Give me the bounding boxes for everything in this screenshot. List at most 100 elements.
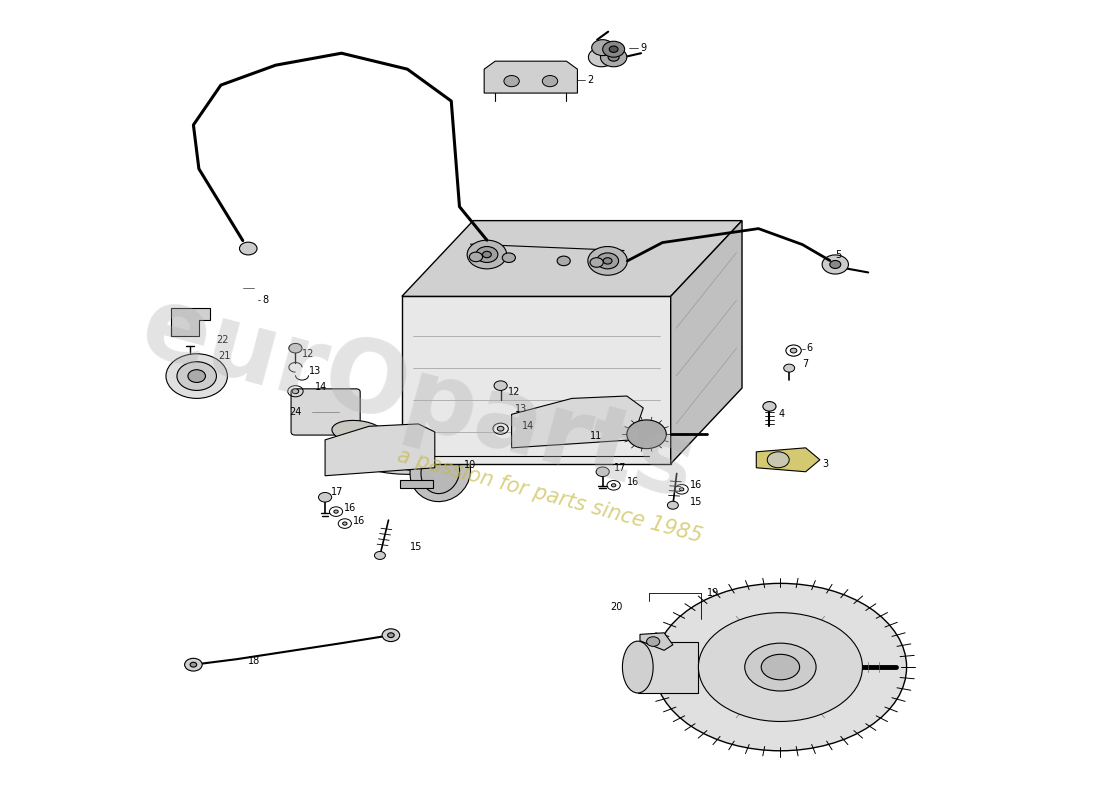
Circle shape	[768, 452, 789, 468]
Text: 12: 12	[508, 387, 520, 397]
Polygon shape	[179, 389, 214, 394]
Ellipse shape	[332, 421, 384, 443]
Text: 12: 12	[302, 349, 315, 358]
Circle shape	[468, 240, 507, 269]
Text: 9: 9	[640, 43, 646, 54]
Text: 15: 15	[691, 497, 703, 507]
Text: 3: 3	[822, 458, 828, 469]
Text: 17: 17	[331, 486, 343, 497]
Text: 14: 14	[316, 382, 328, 392]
Ellipse shape	[623, 641, 653, 693]
Circle shape	[588, 48, 615, 66]
Text: 20: 20	[610, 602, 623, 612]
Polygon shape	[484, 61, 578, 93]
Ellipse shape	[612, 410, 653, 454]
Circle shape	[627, 420, 667, 449]
Circle shape	[822, 255, 848, 274]
Circle shape	[596, 467, 609, 477]
Text: 18: 18	[249, 657, 261, 666]
Circle shape	[494, 381, 507, 390]
Text: 16: 16	[691, 480, 703, 490]
Circle shape	[470, 252, 483, 262]
Circle shape	[387, 633, 394, 638]
Ellipse shape	[761, 654, 800, 680]
Polygon shape	[402, 221, 742, 296]
Text: a passion for parts since 1985: a passion for parts since 1985	[395, 446, 705, 546]
Polygon shape	[172, 308, 210, 336]
Text: 24: 24	[289, 407, 301, 417]
Text: 13: 13	[309, 366, 321, 375]
Circle shape	[319, 493, 332, 502]
Circle shape	[829, 261, 840, 269]
Circle shape	[483, 251, 492, 258]
Circle shape	[382, 629, 399, 642]
Circle shape	[557, 256, 570, 266]
Text: 10: 10	[464, 460, 476, 470]
Circle shape	[601, 48, 627, 66]
Circle shape	[188, 370, 206, 382]
Text: 4: 4	[778, 409, 784, 418]
Polygon shape	[326, 424, 434, 476]
Circle shape	[596, 253, 618, 269]
Text: 6: 6	[806, 343, 813, 353]
Polygon shape	[402, 296, 671, 464]
Circle shape	[612, 484, 616, 487]
Circle shape	[590, 258, 603, 267]
Text: 16: 16	[627, 477, 639, 487]
Circle shape	[763, 402, 776, 411]
Circle shape	[587, 246, 627, 275]
Polygon shape	[640, 633, 673, 650]
Text: 17: 17	[614, 462, 626, 473]
Circle shape	[342, 522, 346, 525]
Ellipse shape	[522, 404, 632, 444]
Circle shape	[592, 40, 614, 56]
Text: 21: 21	[219, 351, 231, 361]
Ellipse shape	[602, 404, 662, 460]
Circle shape	[190, 662, 197, 667]
Ellipse shape	[378, 435, 465, 471]
Text: 19: 19	[707, 588, 719, 598]
Circle shape	[647, 637, 660, 646]
Text: 14: 14	[521, 421, 534, 430]
Ellipse shape	[421, 450, 460, 494]
Circle shape	[680, 488, 684, 491]
Text: 22: 22	[217, 335, 229, 346]
Text: 16: 16	[352, 516, 365, 526]
Circle shape	[609, 46, 618, 53]
Ellipse shape	[410, 442, 471, 502]
Circle shape	[790, 348, 796, 353]
Text: 5: 5	[835, 250, 842, 260]
Circle shape	[497, 426, 504, 431]
Text: 2: 2	[587, 74, 594, 85]
Text: 11: 11	[590, 431, 602, 441]
Polygon shape	[512, 396, 644, 448]
Ellipse shape	[528, 394, 583, 414]
Text: 15: 15	[409, 542, 422, 553]
Circle shape	[608, 54, 619, 61]
Ellipse shape	[698, 613, 862, 722]
Text: eurOparts: eurOparts	[131, 279, 706, 521]
Circle shape	[783, 364, 794, 372]
Circle shape	[503, 253, 516, 262]
Circle shape	[603, 42, 625, 57]
Circle shape	[289, 343, 302, 353]
Circle shape	[333, 510, 338, 514]
Polygon shape	[399, 480, 432, 488]
Circle shape	[476, 246, 498, 262]
Circle shape	[293, 389, 299, 394]
FancyBboxPatch shape	[456, 244, 529, 269]
Ellipse shape	[745, 643, 816, 691]
Text: 16: 16	[343, 502, 356, 513]
Circle shape	[668, 502, 679, 510]
Text: 8: 8	[263, 295, 268, 306]
Circle shape	[542, 75, 558, 86]
Polygon shape	[638, 642, 698, 693]
Circle shape	[374, 551, 385, 559]
Circle shape	[177, 362, 217, 390]
Text: 13: 13	[515, 404, 527, 414]
Text: 7: 7	[802, 359, 808, 369]
Ellipse shape	[654, 583, 906, 750]
Ellipse shape	[337, 430, 456, 474]
Circle shape	[166, 354, 228, 398]
FancyBboxPatch shape	[544, 248, 622, 273]
